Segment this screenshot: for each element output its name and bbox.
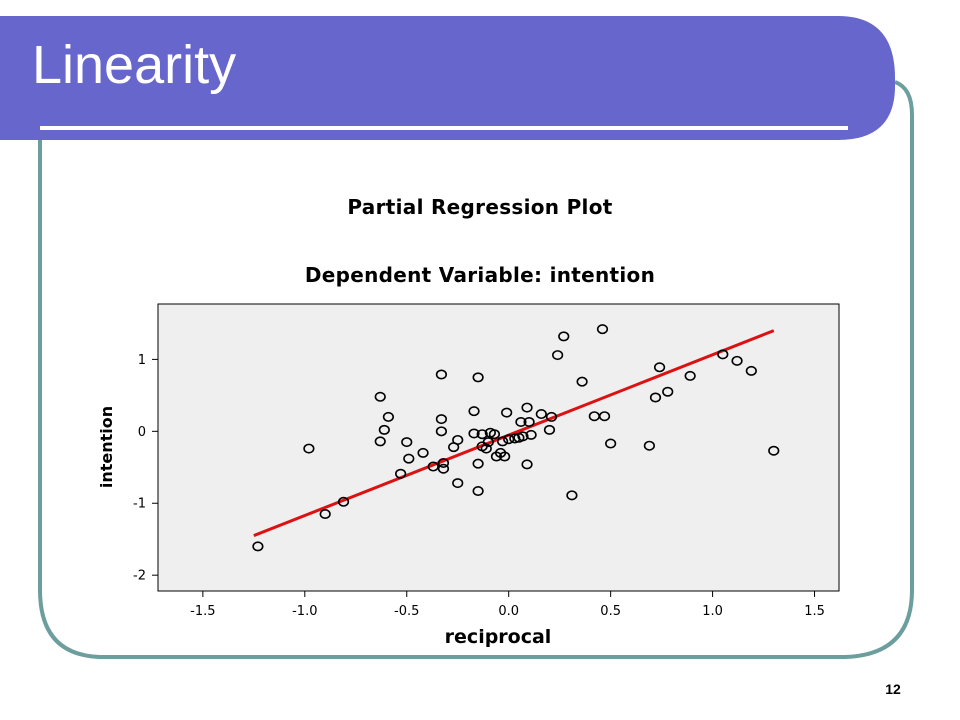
data-point [488,429,501,440]
data-point [378,424,390,435]
data-point [435,426,448,437]
data-point [558,331,570,342]
data-point [745,365,757,376]
x-tick-label: -1.5 [190,604,215,619]
chart-title: Partial Regression Plot [347,195,613,219]
points-group [252,324,780,552]
data-point [501,407,513,418]
x-tick-label: 1.5 [804,604,825,619]
x-tick-label: 0.5 [600,604,621,619]
plot-area [157,303,840,592]
data-point [517,431,529,442]
data-point [374,436,386,447]
data-point [374,391,386,402]
data-point [598,411,611,422]
data-point [482,437,494,448]
x-tick-label: 0.0 [498,604,519,619]
data-point [521,459,533,470]
data-point [472,486,484,497]
data-point [401,437,413,448]
y-tick-label: 0 [138,425,146,440]
data-point [382,411,394,422]
data-point [452,434,464,445]
data-point [303,443,315,454]
slide-title: Linearity [32,35,237,95]
data-point [468,406,480,417]
data-point [731,355,743,366]
data-point [395,468,407,479]
data-point [605,438,617,449]
data-point [566,490,578,501]
data-point [468,428,480,439]
regression-fit-line [253,329,775,538]
data-point [643,440,655,451]
data-point [525,429,537,440]
data-point [768,445,780,456]
data-point [319,509,331,520]
x-tick-label: -0.5 [394,604,419,619]
chart-subtitle: Dependent Variable: intention [304,263,656,287]
data-point [437,463,450,474]
data-point [452,478,464,489]
y-axis-label: intention [97,406,116,488]
data-point [417,447,429,458]
title-banner [0,16,895,140]
data-point [476,429,488,440]
data-point [472,372,484,383]
x-tick-label: -1.0 [292,604,317,619]
data-point [545,411,558,422]
data-point [576,376,588,387]
data-point [717,349,729,360]
data-point [653,362,666,373]
data-point [435,369,448,380]
data-point [521,402,533,413]
data-point [427,461,439,472]
page-number: 12 [885,681,901,697]
data-point [552,350,564,361]
data-point [662,386,674,397]
fit-line-group [253,329,775,538]
data-point [403,453,415,464]
data-point [472,458,484,469]
data-point [509,433,521,444]
data-point [596,324,609,335]
data-point [515,416,527,427]
data-point [337,496,350,507]
data-point [496,436,509,447]
data-point [543,424,556,435]
y-tick-label: -2 [133,569,146,584]
y-tick-label: 1 [138,353,146,368]
x-axis-label: reciprocal [445,626,552,648]
data-point [252,541,264,552]
x-axis: -1.5 -1.0 -0.5 0.0 0.5 1.0 1.5 [190,591,825,619]
data-point [684,370,696,381]
data-point [523,416,535,427]
data-point [535,409,547,420]
x-tick-label: 1.0 [702,604,723,619]
y-axis: 1 0 -1 -2 [133,353,158,584]
title-underline [40,126,848,130]
data-point [499,451,511,462]
content-frame-border [38,80,914,659]
data-point [649,392,662,403]
data-point [437,457,450,468]
data-point [480,443,492,454]
data-point [435,414,448,425]
data-point [503,434,515,445]
y-tick-label: -1 [133,497,146,512]
